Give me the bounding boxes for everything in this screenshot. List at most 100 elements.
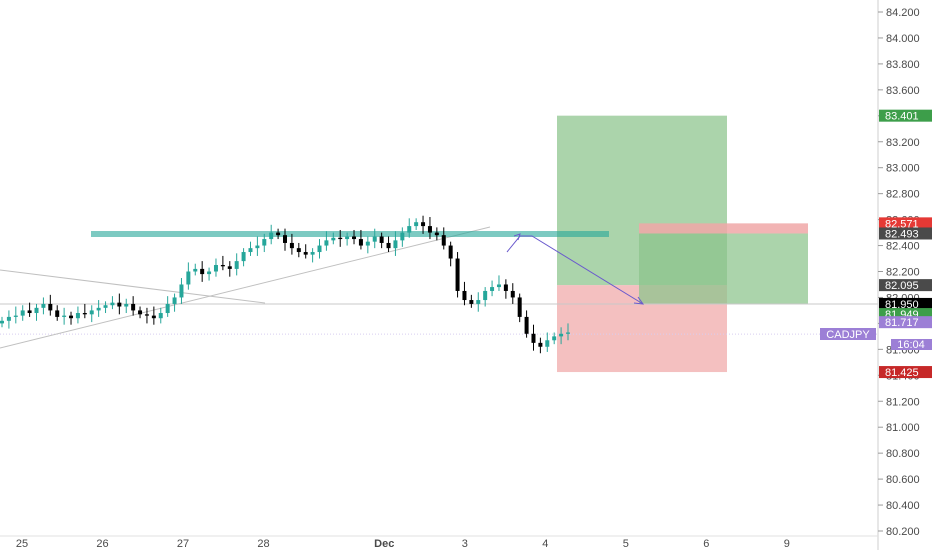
candle-body [538, 342, 543, 347]
time-tick-label: 5 [623, 538, 629, 550]
symbol-badge[interactable]: CADJPY [820, 328, 876, 341]
candle-body [476, 300, 481, 304]
candle-body [338, 237, 343, 240]
candle-body [207, 271, 212, 275]
candle-body [200, 268, 205, 275]
price-tag-label: 82.095 [885, 280, 919, 292]
candle-body [75, 313, 80, 319]
candle-body [379, 236, 384, 243]
candle-body [421, 222, 426, 227]
candle-body [524, 316, 529, 334]
time-tick-label: 6 [703, 538, 709, 550]
time-tick-label: Dec [374, 538, 394, 550]
trend-line [0, 226, 491, 349]
candle-body [248, 248, 253, 253]
candle-body [407, 226, 412, 233]
candle-body [531, 333, 536, 343]
price-tag-label: 81.717 [885, 317, 919, 329]
profit-zone-short [639, 233, 808, 304]
candle-body [82, 313, 87, 315]
descending-trend-line [0, 269, 266, 304]
price-tag-label: 81.425 [885, 367, 919, 379]
candle-body [144, 314, 149, 316]
price-tick-label: 81.200 [886, 396, 920, 408]
candle-body [158, 313, 163, 319]
countdown-tag: 16:04 [891, 339, 932, 351]
candle-body [103, 305, 108, 308]
candle-body [69, 315, 74, 319]
candle-body [262, 239, 267, 246]
price-tag-label: 81.950 [885, 299, 919, 311]
candle-body [255, 245, 260, 249]
candle-body [427, 226, 432, 233]
price-tick-label: 82.400 [886, 241, 920, 253]
candle-body [13, 315, 18, 317]
candle-body [559, 333, 564, 337]
candle-body [483, 290, 488, 301]
candle-body [365, 241, 370, 246]
candle-body [490, 287, 495, 291]
candle-body [469, 300, 474, 304]
candle-body [213, 265, 218, 272]
price-tick-label: 81.000 [886, 422, 920, 434]
position-zones [557, 115, 808, 373]
candle-body [186, 271, 191, 285]
candle-body [62, 315, 67, 317]
candle-body [496, 284, 501, 288]
candle-body [283, 235, 287, 243]
time-tick-label: 27 [177, 538, 189, 550]
candle-body [462, 290, 467, 301]
candle-body [6, 316, 11, 321]
candle-body [455, 258, 460, 291]
price-tags: 83.40182.57182.49382.09581.95081.94981.7… [879, 109, 932, 379]
price-tick-label: 80.200 [886, 526, 920, 538]
candle-body [441, 235, 446, 246]
candle-body [434, 232, 439, 236]
price-tick-label: 83.000 [886, 163, 920, 175]
candle-body [289, 242, 294, 249]
candle-body [234, 261, 239, 269]
candle-body [545, 340, 550, 347]
candle-body [0, 320, 4, 324]
price-tag-bg [879, 217, 932, 230]
time-tick-label: 3 [462, 538, 468, 550]
candles-layer [0, 215, 570, 354]
projection-arrowhead-up [513, 233, 521, 241]
candle-body [34, 307, 39, 314]
candle-body [138, 310, 143, 315]
candle-body [566, 332, 570, 334]
countdown-label: 16:04 [897, 339, 925, 351]
candle-body [131, 303, 136, 311]
drawing-lines [0, 226, 878, 349]
candle-body [165, 303, 170, 314]
candle-body [269, 232, 274, 240]
candle-body [110, 302, 115, 306]
candle-body [317, 245, 322, 253]
candle-body [151, 315, 156, 319]
price-tick-label: 80.800 [886, 448, 920, 460]
price-ticks: 80.200 80.400 80.600 80.800 81.000 81.200 81.4… [878, 7, 920, 538]
candle-body [276, 232, 281, 236]
candle-body [552, 336, 557, 341]
candle-body [303, 252, 308, 255]
time-axis[interactable]: 25 26 27 28 Dec 3 4 5 6 9 [0, 535, 878, 550]
price-axis[interactable]: 80.200 80.400 80.600 80.800 81.000 81.200 81.4… [877, 0, 932, 550]
price-tick-label: 82.800 [886, 189, 920, 201]
price-tick-label: 80.400 [886, 500, 920, 512]
symbol-label: CADJPY [826, 329, 870, 341]
price-tick-label: 84.200 [886, 7, 920, 19]
candle-body [510, 290, 515, 298]
price-tick-label: 83.200 [886, 137, 920, 149]
candle-body [220, 265, 225, 267]
price-tick-label: 83.800 [886, 59, 920, 71]
candle-body [414, 222, 419, 227]
time-tick-label: 26 [96, 538, 108, 550]
candle-body [393, 240, 398, 249]
candle-body [55, 310, 60, 317]
time-ticks: 25 26 27 28 Dec 3 4 5 6 9 [16, 538, 790, 550]
candle-body [117, 302, 122, 307]
price-tag-label: 83.401 [885, 111, 919, 123]
candle-body [193, 268, 198, 272]
candle-body [20, 310, 25, 316]
